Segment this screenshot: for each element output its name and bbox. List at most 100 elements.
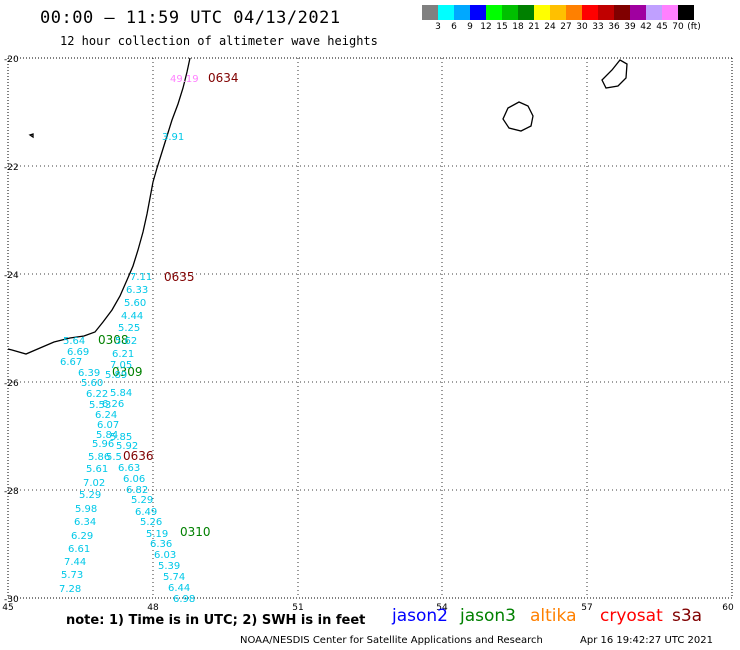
- legend-label: 30: [576, 22, 588, 32]
- pass-number-label: 0635: [164, 270, 195, 284]
- pass-number-label: 0310: [180, 525, 211, 539]
- lon-tick-label: 51: [292, 603, 303, 613]
- wave-height-label: 6.82: [126, 485, 148, 496]
- legend-label: 42: [640, 22, 652, 32]
- wave-height-label: 6.39: [78, 368, 100, 379]
- wave-height-label: 5.85: [110, 432, 132, 443]
- wave-height-label: 5.74: [163, 572, 185, 583]
- pass-number-label: 0636: [123, 449, 154, 463]
- wave-height-label: 6.22: [86, 389, 108, 400]
- wave-height-label: 7.28: [59, 584, 81, 595]
- pass-number-label: 0308: [98, 333, 129, 347]
- wave-height-label: 6.24: [95, 410, 117, 421]
- legend-label: (ft): [687, 22, 701, 32]
- footer-note: note: 1) Time is in UTC; 2) SWH is in fe…: [66, 613, 366, 628]
- wave-height-label: 5.62: [115, 336, 137, 347]
- lat-tick-label: -30: [4, 595, 19, 605]
- wave-height-label: 4.44: [121, 311, 143, 322]
- mission-altika: altika: [530, 606, 577, 626]
- lon-tick-label: 45: [2, 603, 13, 613]
- legend-label: 36: [608, 22, 620, 32]
- legend-swatch: [582, 5, 598, 20]
- wave-height-label: 5.53: [89, 400, 111, 411]
- wave-height-label: 5.84: [96, 430, 118, 441]
- wave-height-label: 5.92: [116, 441, 138, 452]
- map-frame: [7, 57, 733, 599]
- wave-height-label: 6.21: [112, 349, 134, 360]
- page-title: 00:00 – 11:59 UTC 04/13/2021: [40, 8, 341, 28]
- wave-height-label: 6.06: [123, 474, 145, 485]
- lat-tick-label: -20: [4, 55, 19, 65]
- wave-height-label: 5.60: [124, 298, 146, 309]
- wave-height-label: 7.11: [130, 272, 152, 283]
- lat-tick-label: -22: [4, 163, 19, 173]
- lon-tick-label: 48: [147, 603, 159, 613]
- mission-cryosat: cryosat: [600, 606, 663, 626]
- wave-height-label: 5.39: [158, 561, 180, 572]
- wave-height-label: 7.02: [83, 478, 105, 489]
- legend-swatch: [646, 5, 662, 20]
- wave-height-labels: 49.19 3.91 7.11 6.33 5.60 4.445.25 5.64 5.62 6.6…: [59, 74, 199, 605]
- wave-height-label: 7.44: [64, 557, 86, 568]
- wave-height-label: 5.96: [92, 439, 114, 450]
- wave-height-label: 5.25: [118, 323, 140, 334]
- mission-jason2: jason2: [392, 606, 448, 626]
- wave-height-label: 5.86: [88, 452, 110, 463]
- wave-height-label: 5.64: [63, 336, 85, 347]
- wave-height-label: 6.49: [135, 507, 157, 518]
- islet: [28, 133, 34, 139]
- page-subtitle: 12 hour collection of altimeter wave hei…: [60, 34, 378, 48]
- mission-jason3: jason3: [460, 606, 516, 626]
- legend-label: 3: [435, 22, 441, 32]
- wave-height-color-legend: [422, 5, 694, 20]
- wave-height-label: 6.44: [168, 583, 190, 594]
- longitude-axis: 45 48 51 54 57 60: [2, 603, 734, 613]
- legend-label: 45: [656, 22, 668, 32]
- wave-height-label: 6.33: [126, 285, 148, 296]
- wave-height-label: 5.29: [79, 490, 101, 501]
- legend-label: 24: [544, 22, 556, 32]
- legend-label: 15: [496, 22, 508, 32]
- lon-tick-label: 54: [436, 603, 448, 613]
- pass-labels: 0634 0635 0308 0309 0636 0310: [98, 71, 239, 539]
- legend-label: 39: [624, 22, 636, 32]
- lat-tick-label: -28: [4, 487, 19, 497]
- legend-label: 70: [672, 22, 684, 32]
- legend-swatch: [438, 5, 454, 20]
- legend-swatch: [422, 5, 438, 20]
- wave-height-label: 5.84: [110, 388, 132, 399]
- wave-height-label: 5.5: [106, 452, 122, 463]
- pass-number-label: 0634: [208, 71, 239, 85]
- wave-height-label: 5.19: [146, 529, 168, 540]
- wave-height-label: 7.05: [110, 360, 132, 371]
- wave-height-label: 49.19: [170, 74, 199, 85]
- wave-height-label: 6.69: [67, 347, 89, 358]
- legend-label: 12: [480, 22, 492, 32]
- wave-height-label: 6.03: [154, 550, 176, 561]
- legend-swatch: [678, 5, 694, 20]
- pass-number-label: 0309: [112, 365, 143, 379]
- legend-swatch: [518, 5, 534, 20]
- wave-height-label: 5.61: [86, 464, 108, 475]
- wave-height-label: 6.26: [102, 399, 124, 410]
- legend-swatch: [598, 5, 614, 20]
- legend-swatch: [534, 5, 550, 20]
- madagascar-coastline: [7, 57, 191, 355]
- wave-height-label: 6.07: [97, 420, 119, 431]
- legend-swatch: [630, 5, 646, 20]
- wave-height-label: 5.73: [61, 570, 83, 581]
- wave-height-label: 6.63: [118, 463, 140, 474]
- legend-swatch: [502, 5, 518, 20]
- lat-tick-label: -24: [4, 271, 19, 281]
- lon-tick-label: 57: [581, 603, 592, 613]
- legend-swatch: [454, 5, 470, 20]
- legend-swatch: [614, 5, 630, 20]
- latitude-axis: -20 -22 -24 -26 -28 -30: [4, 55, 19, 605]
- wave-height-label: 6.34: [74, 517, 96, 528]
- generated-timestamp: Apr 16 19:42:27 UTC 2021: [580, 635, 713, 646]
- legend-label: 27: [560, 22, 572, 32]
- mauritius-coastline: [601, 59, 628, 89]
- wave-height-label: 6.98: [173, 594, 195, 605]
